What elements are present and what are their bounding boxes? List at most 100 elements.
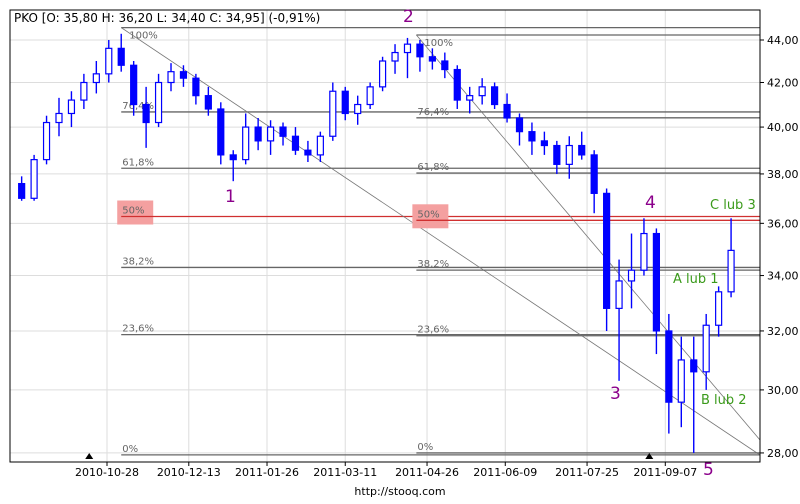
candle xyxy=(428,48,436,70)
candle xyxy=(130,61,138,116)
candle-body xyxy=(665,330,673,403)
alt-label-a-lub-1: A lub 1 xyxy=(673,272,719,287)
fib-level-label: 50% xyxy=(122,206,144,217)
candle-body xyxy=(167,71,175,84)
candle xyxy=(142,86,150,148)
x-tick-label: 2011-03-11 xyxy=(313,466,377,479)
marker-triangle-icon xyxy=(645,453,654,459)
candle-body xyxy=(690,359,698,373)
candle-body xyxy=(565,144,573,165)
candle-body xyxy=(416,43,424,58)
candle xyxy=(590,150,598,214)
candle-body xyxy=(354,103,362,115)
candle xyxy=(354,95,362,125)
candle-body xyxy=(677,359,685,403)
candle xyxy=(553,140,561,174)
candle-body xyxy=(603,192,611,309)
candle xyxy=(603,188,611,331)
candle-body xyxy=(453,68,461,101)
candle-body xyxy=(279,126,287,137)
candle xyxy=(515,113,524,146)
x-tick-label: 2010-12-13 xyxy=(157,466,221,479)
candle-body xyxy=(192,77,200,97)
source-url[interactable]: http://stooq.com xyxy=(354,485,445,498)
fib-level-label: 23,6% xyxy=(417,325,449,336)
alt-label-b-lub-2: B lub 2 xyxy=(701,393,747,408)
candle xyxy=(229,150,237,182)
x-tick-label: 2011-09-07 xyxy=(633,466,697,479)
candle xyxy=(329,82,337,141)
candle-body xyxy=(217,108,225,156)
candle xyxy=(503,93,511,123)
x-axis: 2010-10-28 2010-12-13 2011-01-26 2011-03-11… xyxy=(75,453,697,479)
candle-body xyxy=(715,291,723,326)
candle xyxy=(652,228,661,355)
candle xyxy=(279,122,287,146)
candle-body xyxy=(42,121,51,161)
y-tick-label: 32,00 xyxy=(767,325,799,338)
candle xyxy=(578,131,586,160)
candle-body xyxy=(229,154,237,161)
trend-line xyxy=(416,34,761,441)
fib-level-label: 0% xyxy=(417,442,433,453)
fib-50-highlight xyxy=(117,200,154,225)
fib-level-label: 100% xyxy=(129,31,158,42)
fib-level-label: 76,4% xyxy=(417,107,449,118)
candle xyxy=(316,131,324,162)
candle-body xyxy=(652,232,661,332)
y-tick-label: 34,00 xyxy=(767,270,799,283)
candle-body xyxy=(304,149,312,156)
candle xyxy=(154,73,163,128)
candle-body xyxy=(391,51,399,62)
candle-body xyxy=(30,159,38,199)
candle-body xyxy=(515,117,524,133)
wave-label-3: 3 xyxy=(610,384,621,404)
candles xyxy=(18,33,735,453)
candle xyxy=(217,102,225,165)
candle xyxy=(366,82,374,109)
candle xyxy=(167,63,175,92)
y-tick-label: 36,00 xyxy=(767,217,799,230)
candle-body xyxy=(702,324,710,373)
candle-body xyxy=(142,103,150,124)
candle-body xyxy=(403,43,412,54)
x-tick-label: 2011-01-26 xyxy=(235,466,299,479)
y-tick-label: 42,00 xyxy=(767,77,799,90)
candle-body xyxy=(615,280,623,309)
candle-body xyxy=(316,135,324,156)
y-tick-label: 40,00 xyxy=(767,121,799,134)
candle xyxy=(528,122,536,155)
candle-body xyxy=(130,64,138,106)
wave-label-4: 4 xyxy=(645,193,656,213)
candle-body xyxy=(92,73,100,84)
candle-body xyxy=(179,71,188,79)
candle-body xyxy=(366,86,374,106)
candle xyxy=(727,218,735,298)
candle xyxy=(715,286,723,337)
candle-body xyxy=(441,60,449,71)
fib-level-label: 76,4% xyxy=(122,101,154,112)
candle-body xyxy=(727,249,735,293)
candle-body xyxy=(640,232,648,271)
candle-body xyxy=(18,183,26,199)
candle xyxy=(67,91,76,128)
candle-body xyxy=(466,95,474,101)
trend-line xyxy=(121,27,761,456)
candle-body xyxy=(341,90,349,115)
candle xyxy=(192,73,200,105)
fib-level-label: 0% xyxy=(122,444,138,455)
fib-50-highlight xyxy=(412,204,449,229)
candle xyxy=(665,313,673,434)
candle xyxy=(565,136,573,179)
candle-body xyxy=(503,103,511,119)
x-tick-label: 2010-10-28 xyxy=(75,466,139,479)
wave-label-1: 1 xyxy=(225,187,236,207)
candle-body xyxy=(590,154,598,194)
candle-body xyxy=(204,95,212,110)
candle xyxy=(254,117,262,151)
fib-level-label: 61,8% xyxy=(122,157,154,168)
fib-level-label: 100% xyxy=(424,38,453,49)
candle xyxy=(80,73,88,109)
